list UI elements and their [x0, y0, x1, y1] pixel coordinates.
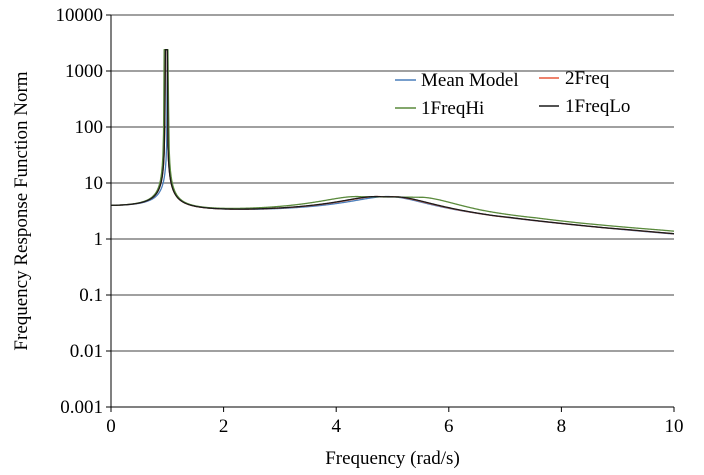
x-tick-label: 6 — [444, 416, 454, 437]
horizontal-gridlines — [111, 14, 674, 352]
x-tick-label: 10 — [665, 416, 684, 437]
legend-label-mean-model: Mean Model — [421, 70, 519, 91]
axes — [110, 15, 674, 408]
y-tick-label: 10 — [84, 173, 103, 194]
y-tick-label: 100 — [75, 117, 104, 138]
x-tick-label: 2 — [219, 416, 229, 437]
x-tick-label: 4 — [331, 416, 341, 437]
legend-entry-1freqhi: 1FreqHi — [395, 98, 484, 119]
x-tick-label: 8 — [557, 416, 567, 437]
y-tick-label: 0.001 — [60, 397, 103, 418]
y-tick-labels: 0.001 0.01 0.1 1 10 100 1000 10000 — [56, 5, 111, 418]
legend-label-1freqhi: 1FreqHi — [421, 98, 484, 119]
legend-label-1freqlo: 1FreqLo — [565, 96, 630, 117]
legend-entry-2freq: 2Freq — [539, 68, 610, 89]
x-tick-label: 0 — [106, 416, 116, 437]
y-axis-title: Frequency Response Function Norm — [11, 71, 32, 350]
legend-entry-mean-model: Mean Model — [395, 70, 519, 91]
x-tick-labels: 0 2 4 6 8 10 — [106, 407, 684, 437]
y-tick-label: 1000 — [65, 61, 103, 82]
y-tick-label: 1 — [94, 229, 104, 250]
y-tick-label: 0.01 — [70, 341, 103, 362]
x-axis-title: Frequency (rad/s) — [325, 448, 460, 469]
series-line-1freqlo — [110, 49, 675, 235]
series-lines — [110, 49, 675, 235]
y-tick-label: 10000 — [56, 5, 104, 26]
legend-entry-1freqlo: 1FreqLo — [539, 96, 630, 117]
y-tick-label: 0.1 — [79, 285, 103, 306]
legend-label-2freq: 2Freq — [565, 68, 610, 89]
legend: Mean Model 2Freq 1FreqHi 1FreqLo — [395, 68, 630, 119]
